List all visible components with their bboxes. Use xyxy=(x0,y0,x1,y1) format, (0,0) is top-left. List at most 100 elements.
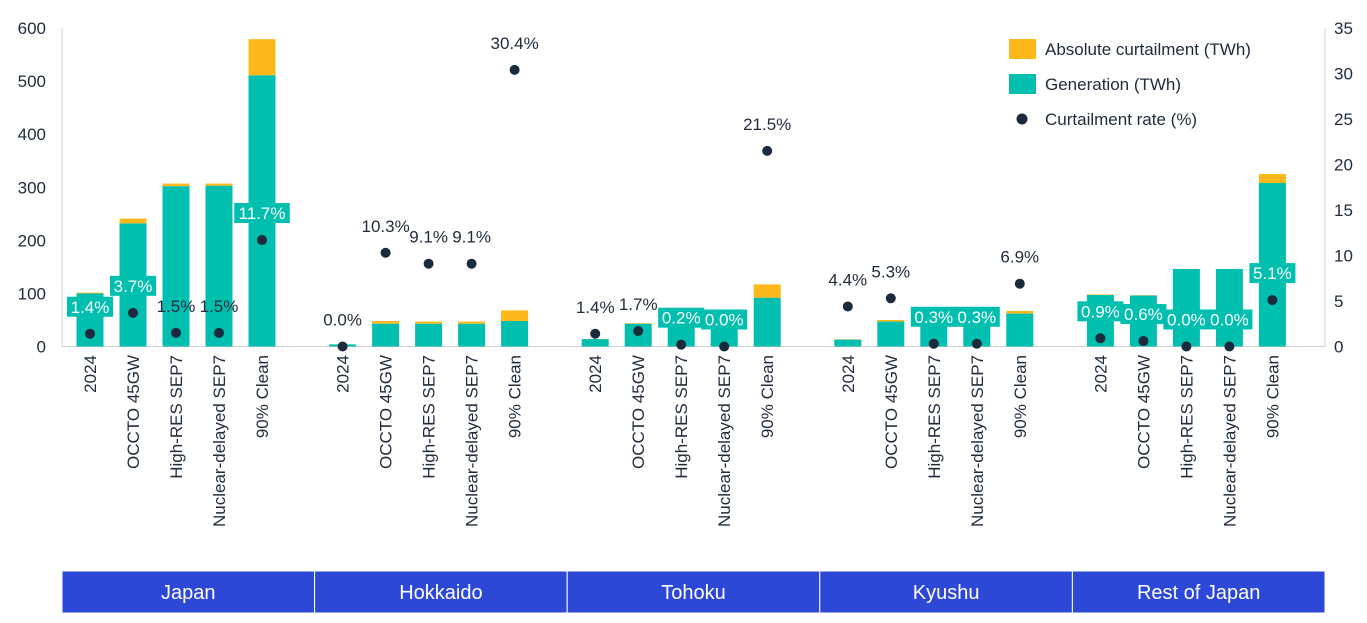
generation-bar xyxy=(372,323,400,347)
rate-point xyxy=(1138,336,1149,347)
rate-label: 1.4% xyxy=(576,298,615,317)
legend: Absolute curtailment (TWh) Generation (TW… xyxy=(1009,39,1251,129)
left-tick-label: 400 xyxy=(18,125,46,144)
scenario-label: 90% Clean xyxy=(1011,355,1030,438)
generation-bar xyxy=(458,323,486,347)
rate-label: 9.1% xyxy=(452,228,491,247)
curtailment-bar xyxy=(119,218,147,224)
rate-label: 0.0% xyxy=(705,311,744,330)
rate-point xyxy=(719,341,730,352)
generation-bar xyxy=(877,321,905,347)
rate-label: 1.4% xyxy=(71,298,110,317)
curtailment-bar xyxy=(415,321,443,324)
rate-label: 5.3% xyxy=(871,262,910,281)
legend-marker-point xyxy=(1016,113,1028,125)
left-tick-label: 100 xyxy=(18,284,46,303)
rate-point xyxy=(842,301,853,312)
rate-label: 0.2% xyxy=(662,309,701,328)
generation-bar xyxy=(205,185,233,347)
rate-label: 9.1% xyxy=(409,228,448,247)
generation-bar xyxy=(834,339,862,347)
rate-point xyxy=(171,327,181,338)
rate-label: 1.5% xyxy=(157,297,196,316)
left-tick-label: 500 xyxy=(18,72,46,91)
left-tick-label: 200 xyxy=(18,231,46,250)
curtailment-bar xyxy=(877,319,905,322)
rate-label: 4.4% xyxy=(828,270,867,289)
rate-label-box xyxy=(1249,263,1296,284)
legend-entry: Generation (TWh) xyxy=(1045,75,1181,94)
curtailment-bar xyxy=(458,321,486,324)
generation-bar xyxy=(1172,268,1200,347)
scenario-label: Nuclear-delayed SEP7 xyxy=(210,355,229,527)
scenario-label: OCCTO 45GW xyxy=(629,355,648,469)
rate-points xyxy=(85,64,1278,352)
scenario-label: OCCTO 45GW xyxy=(1134,355,1153,469)
region-label: Kyushu xyxy=(913,582,980,604)
rate-label-box xyxy=(701,309,748,330)
generation-bar xyxy=(415,323,443,347)
scenario-label: 90% Clean xyxy=(506,355,525,438)
rate-label: 6.9% xyxy=(1000,248,1039,267)
curtailment-bar xyxy=(372,321,400,324)
rate-label: 1.7% xyxy=(619,295,658,314)
generation-bar xyxy=(1006,313,1034,347)
rate-point xyxy=(1181,341,1192,352)
scenario-label: OCCTO 45GW xyxy=(124,355,143,469)
curtailment-bar xyxy=(1086,294,1114,296)
scenario-label: Nuclear-delayed SEP7 xyxy=(463,355,482,527)
generation-bar xyxy=(581,339,609,347)
region-band: Japan Hokkaido Tohoku Kyushu Rest of Japan xyxy=(61,570,1326,614)
scenario-label: High-RES SEP7 xyxy=(672,355,691,479)
rate-point xyxy=(509,64,520,75)
region-label: Rest of Japan xyxy=(1137,582,1260,604)
right-tick-label: 5 xyxy=(1334,292,1343,311)
region-cell xyxy=(1071,570,1326,614)
legend-swatch xyxy=(1009,39,1036,59)
scenario-label: High-RES SEP7 xyxy=(1177,355,1196,479)
rate-point xyxy=(762,145,773,156)
curtailment-bar xyxy=(76,292,104,294)
rate-point xyxy=(380,247,391,258)
rate-label: 0.3% xyxy=(914,308,953,327)
rate-label: 30.4% xyxy=(490,34,538,53)
scenario-label: OCCTO 45GW xyxy=(882,355,901,469)
scenario-label: Nuclear-delayed SEP7 xyxy=(1220,355,1239,527)
left-tick-label: 300 xyxy=(18,178,46,197)
scenario-label: 2024 xyxy=(839,355,858,393)
region-cell xyxy=(566,570,821,614)
rate-label: 11.7% xyxy=(239,204,286,223)
rate-label-box xyxy=(1206,309,1253,330)
rate-label-box xyxy=(234,203,290,224)
rate-label-box xyxy=(1120,304,1167,325)
rate-label: 0.0% xyxy=(1167,311,1206,330)
generation-bar xyxy=(1215,268,1243,347)
rate-label: 3.7% xyxy=(114,277,153,296)
rate-point xyxy=(257,235,267,246)
rate-point xyxy=(128,307,138,318)
scenario-label: 2024 xyxy=(1091,355,1110,393)
rate-label-box xyxy=(1163,309,1210,330)
curtailment-bar xyxy=(1006,310,1034,314)
rate-point xyxy=(423,258,434,269)
region-cell xyxy=(314,570,568,614)
curtailment-bar xyxy=(1258,173,1286,184)
scenario-label: High-RES SEP7 xyxy=(167,355,186,479)
rate-point xyxy=(214,327,224,338)
legend-swatch xyxy=(1009,74,1036,94)
rate-point xyxy=(676,339,687,350)
region-label: Tohoku xyxy=(661,582,726,604)
rate-label-box xyxy=(67,296,113,317)
rate-label: 1.5% xyxy=(200,297,239,316)
rate-label-box xyxy=(658,307,705,328)
curtailment-bar xyxy=(248,39,276,76)
right-tick-label: 25 xyxy=(1334,110,1353,129)
rate-point xyxy=(466,258,477,269)
rate-label: 21.5% xyxy=(743,115,791,134)
scenario-label: OCCTO 45GW xyxy=(377,355,396,469)
generation-bar xyxy=(162,186,190,347)
rate-point xyxy=(885,293,896,304)
rate-label-box xyxy=(110,275,156,296)
rate-label: 0.9% xyxy=(1081,302,1120,321)
